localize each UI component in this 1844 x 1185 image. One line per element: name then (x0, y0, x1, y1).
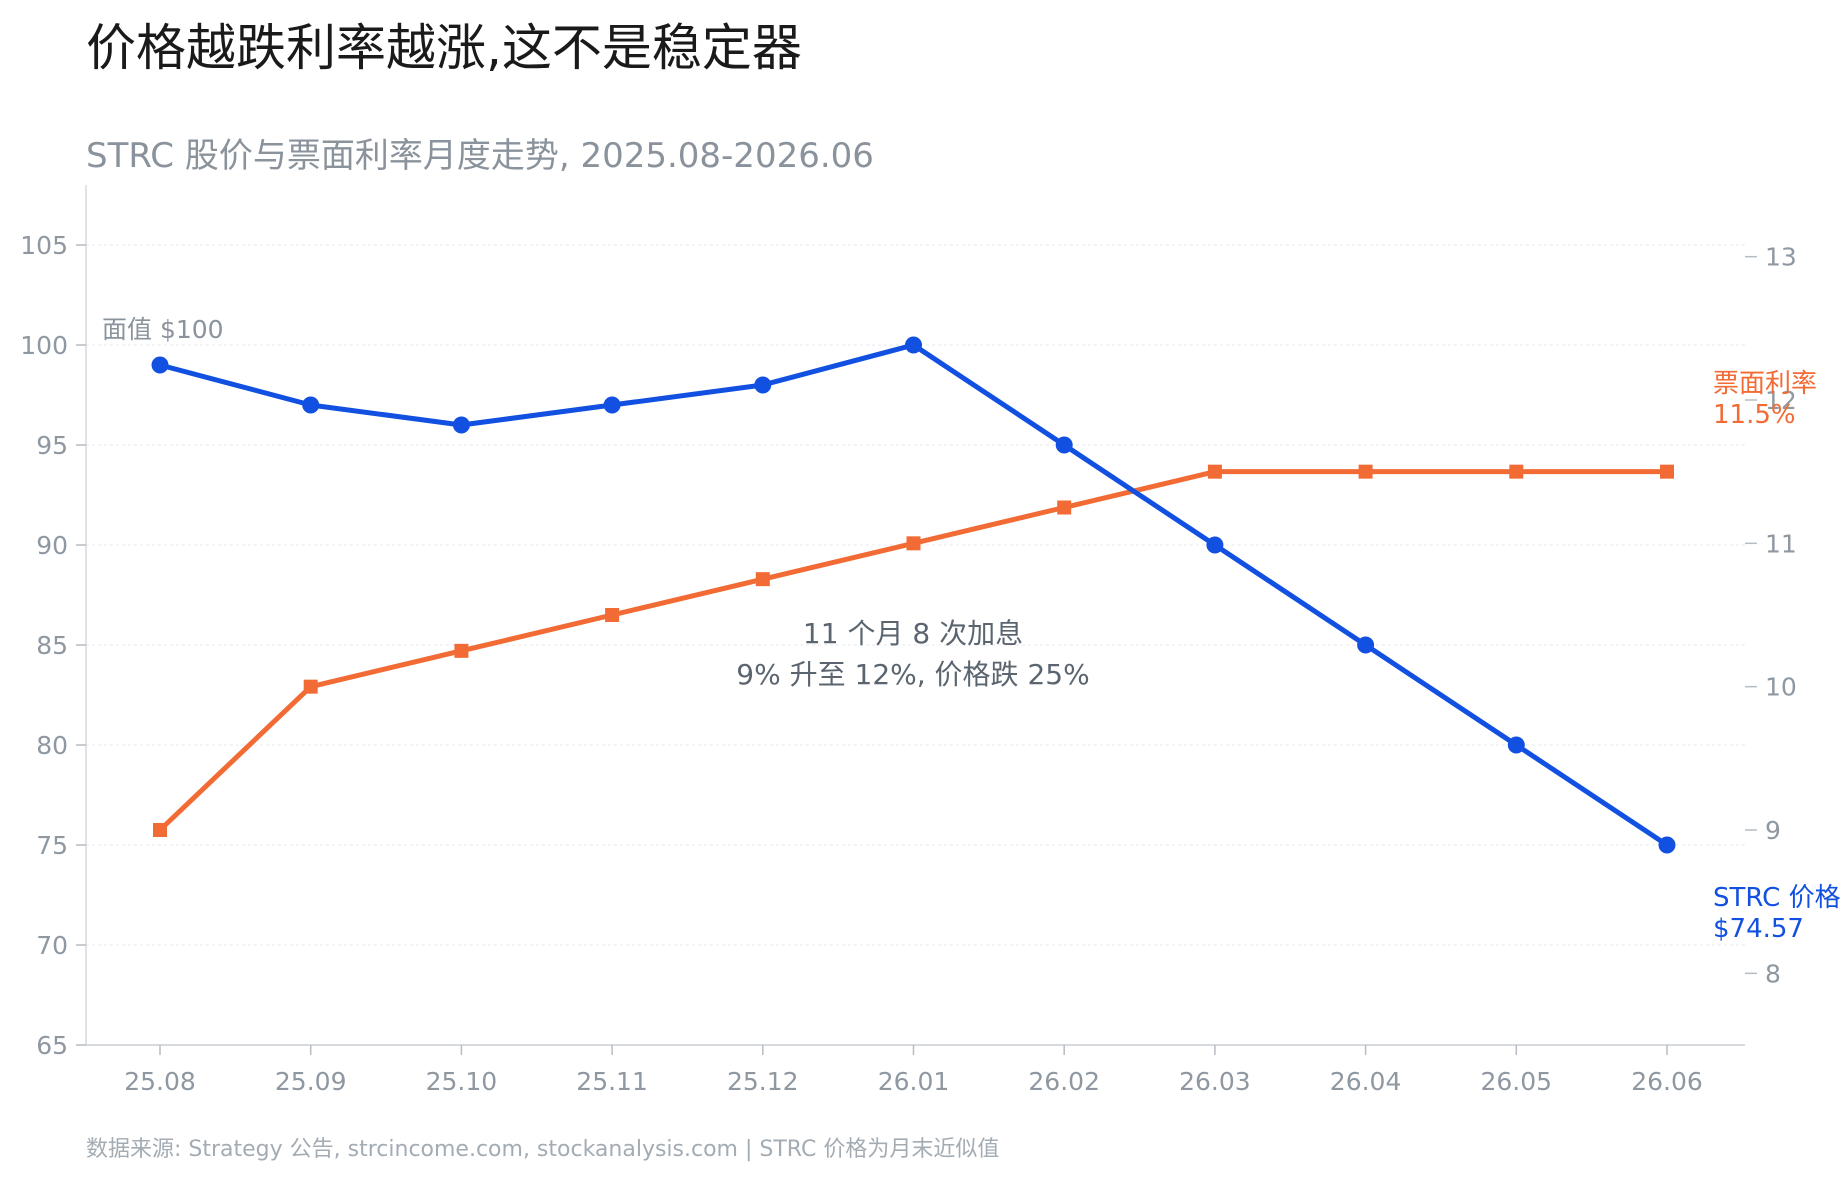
coupon-rate-end-label: 票面利率 (1713, 369, 1817, 399)
coupon-rate-point (1660, 464, 1674, 479)
x-tick-label: 25.09 (275, 1067, 347, 1096)
coupon-rate-end-value-label: 11.5% (1713, 400, 1796, 430)
axis-layer: 65 70 75 80 85 90 95 100 105 8 9 10 11 12 13 25.08 25.09… (20, 185, 1797, 1096)
par-value-label: 面值 $100 (102, 315, 224, 344)
price-point (1357, 636, 1375, 654)
annotation-line-2: 9% 升至 12%, 价格跌 25% (736, 658, 1089, 691)
x-tick-label: 25.08 (124, 1067, 196, 1096)
y-left-tick-label: 65 (36, 1031, 68, 1060)
x-tick-label: 25.10 (426, 1067, 498, 1096)
coupon-rate-point (303, 679, 318, 694)
coupon-rate-point (755, 572, 770, 587)
y-right-tick-label: 11 (1765, 529, 1797, 558)
price-point (1055, 436, 1073, 454)
price-point (151, 356, 169, 374)
price-point (1658, 836, 1676, 854)
price-point (754, 376, 772, 394)
coupon-rate-line (157, 469, 1670, 833)
price-point (603, 396, 621, 414)
price-point (302, 396, 320, 414)
coupon-rate-point (906, 536, 921, 551)
chart-subtitle: STRC 股价与票面利率月度走势, 2025.08-2026.06 (86, 136, 874, 176)
x-tick-label: 25.11 (576, 1067, 648, 1096)
price-end-value-label: $74.57 (1713, 914, 1804, 944)
y-left-tick-label: 105 (20, 231, 68, 260)
coupon-rate-point (1509, 464, 1524, 479)
price-point (1206, 536, 1224, 554)
coupon-rate-point (153, 823, 167, 837)
y-left-tick-label: 100 (20, 331, 68, 360)
y-left-tick-label: 90 (36, 531, 68, 560)
price-point (452, 416, 470, 434)
chart-title: 价格越跌利率越涨,这不是稳定器 (86, 19, 802, 77)
x-tick-label: 25.12 (727, 1067, 799, 1096)
data-source-note: 数据来源: Strategy 公告, strcincome.com, stock… (86, 1137, 1000, 1162)
y-left-tick-label: 95 (36, 431, 68, 460)
y-left-tick-label: 80 (36, 731, 68, 760)
x-tick-label: 26.06 (1631, 1067, 1703, 1096)
x-tick-label: 26.03 (1179, 1067, 1251, 1096)
coupon-rate-point (454, 643, 469, 658)
price-point (1507, 736, 1525, 754)
y-right-tick-label: 12 (1765, 386, 1797, 415)
y-left-tick-label: 85 (36, 631, 68, 660)
x-tick-label: 26.05 (1481, 1067, 1553, 1096)
x-tick-label: 26.02 (1028, 1067, 1100, 1096)
y-right-tick-label: 8 (1765, 959, 1781, 988)
y-left-tick-label: 75 (36, 831, 68, 860)
coupon-rate-point (1057, 500, 1072, 515)
price-point (905, 336, 922, 354)
x-tick-label: 26.01 (878, 1067, 950, 1096)
series-layer (151, 336, 1676, 854)
coupon-rate-point (1207, 464, 1222, 479)
x-tick-label: 26.04 (1330, 1067, 1402, 1096)
annotation-line-1: 11 个月 8 次加息 (803, 617, 1023, 650)
y-right-tick-label: 9 (1765, 816, 1781, 845)
y-right-tick-label: 10 (1765, 673, 1797, 702)
price-line (157, 342, 1670, 848)
y-left-tick-label: 70 (36, 931, 68, 960)
coupon-rate-point (1358, 464, 1373, 479)
y-right-tick-label: 13 (1765, 243, 1797, 272)
coupon-rate-point (605, 608, 620, 622)
price-end-label: STRC 价格 (1713, 883, 1841, 913)
